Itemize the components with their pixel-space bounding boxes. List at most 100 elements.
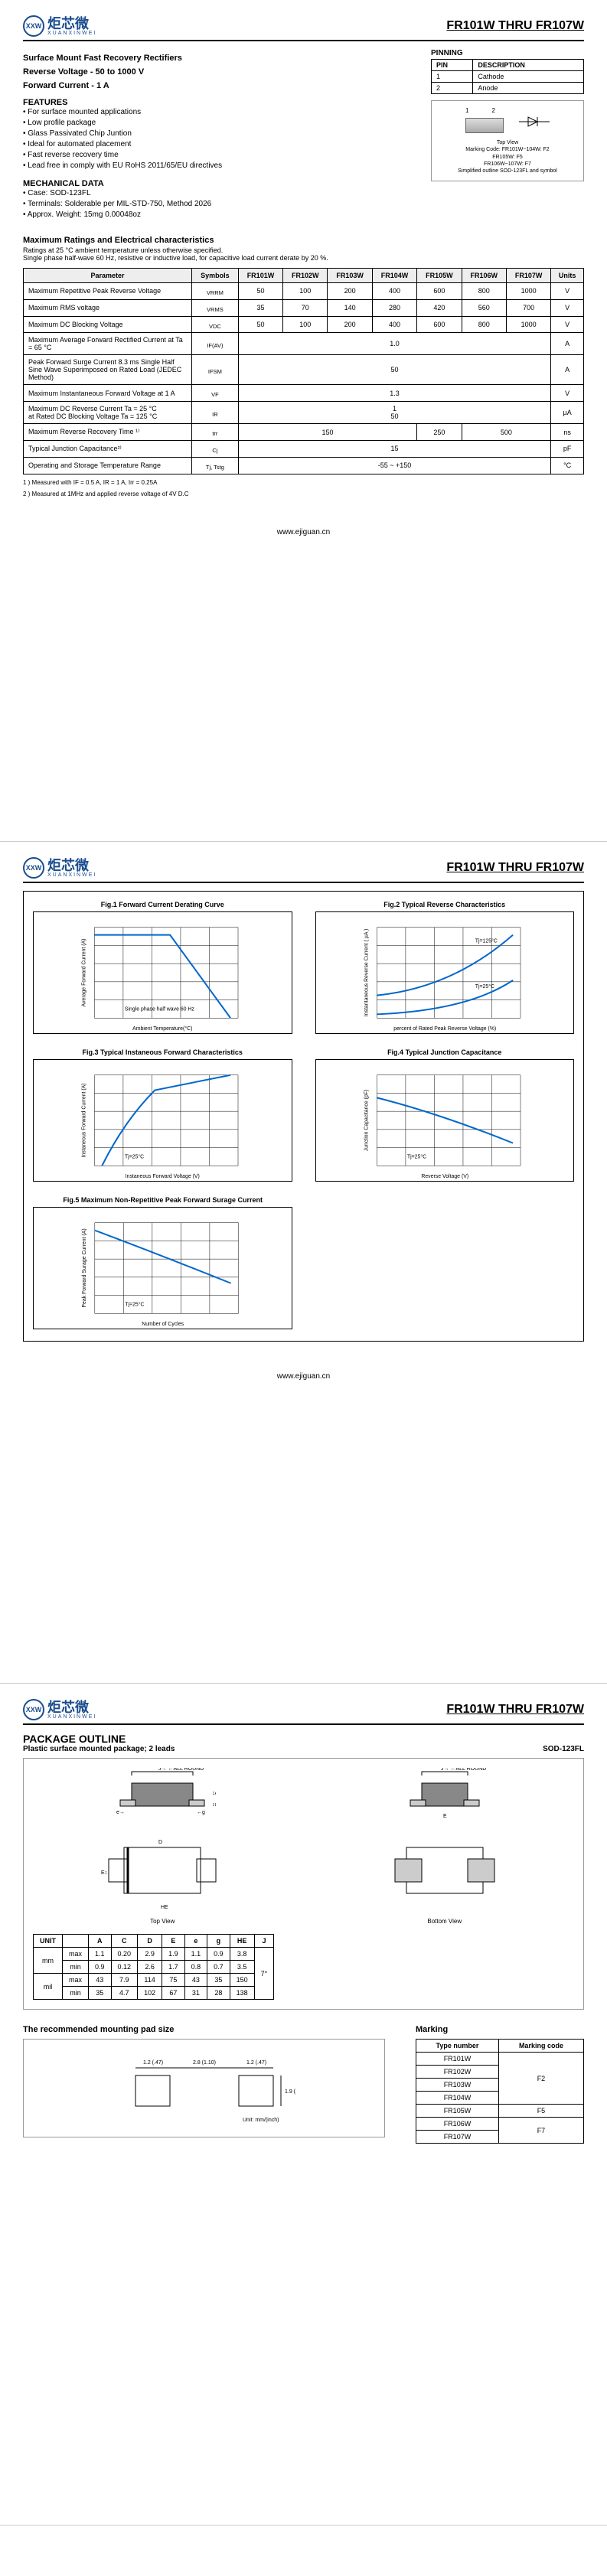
pad-diagram: 1.2 (.47) 2.8 (1.10) 1.2 (.47) 1.9 (.075… [113,2049,296,2125]
pad-title: The recommended mounting pad size [23,2025,385,2034]
spec-row: Operating and Storage Temperature RangeT… [24,457,584,474]
svg-text:Peak Forward Surage Current (A: Peak Forward Surage Current (A) [82,1228,87,1307]
svg-text:Number of Cycles: Number of Cycles [142,1322,184,1327]
svg-text:Single phase half wave 60 Hz: Single phase half wave 60 Hz [125,1006,195,1012]
top-view: DHEE↕ Top View [93,1832,231,1925]
ratings-title: Maximum Ratings and Electrical character… [23,236,584,245]
svg-text:Tj=25°C: Tj=25°C [125,1301,144,1307]
spec-row: Maximum Instantaneous Forward Voltage at… [24,385,584,402]
spec-table: ParameterSymbolsFR101WFR102WFR103WFR104W… [23,268,584,474]
logo: XXW 炬芯微 XUANXINWEI [23,857,96,879]
svg-text:J→ ←ALL ROUND: J→ ←ALL ROUND [158,1768,204,1772]
svg-text:Instaneous Forward Current (A): Instaneous Forward Current (A) [82,1083,87,1157]
spec-col: FR103W [328,269,372,283]
spec-row: Typical Junction Capacitance²⁾Cj15pF [24,440,584,457]
svg-text:Unit: mm/(inch): Unit: mm/(inch) [243,2118,279,2123]
features-list: For surface mounted applicationsLow prof… [23,107,416,171]
page-3: XXW 炬芯微 XUANXINWEI FR101W THRU FR107W PA… [0,1684,607,2525]
ratings-note: Ratings at 25 °C ambient temperature unl… [23,246,584,262]
side-view-1: J→ ←ALL ROUNDe→←g↕A↕c [109,1768,216,1823]
rev-voltage: Reverse Voltage - 50 to 1000 V [23,67,416,77]
spec-col: FR107W [506,269,550,283]
page-title: FR101W THRU FR107W [446,19,584,33]
svg-text:Instaneous Forward Voltage (V): Instaneous Forward Voltage (V) [126,1174,200,1179]
charts-container: Fig.1 Forward Current Derating CurveAmbi… [23,891,584,1342]
diode-symbol [519,114,550,129]
svg-text:Average Forward Current (A): Average Forward Current (A) [82,939,87,1007]
footer-url: www.ejiguan.cn [23,528,584,536]
chart: Fig.4 Typical Junction CapacitanceRevers… [315,1048,575,1184]
spec-col: Parameter [24,269,192,283]
spec-row: Maximum DC Blocking VoltageVDC5010020040… [24,316,584,333]
svg-text:↕c: ↕c [212,1802,216,1808]
svg-text:E: E [443,1814,447,1819]
fwd-current: Forward Current - 1 A [23,81,416,90]
bottom-view: Bottom View [376,1832,514,1925]
logo: XXW 炬芯微 XUANXINWEI [23,15,96,37]
outline-box: J→ ←ALL ROUNDe→←g↕A↕c J→ ←ALL ROUNDE DHE… [23,1758,584,2010]
svg-text:Tj=25°C: Tj=25°C [406,1153,426,1159]
svg-text:HE: HE [161,1905,168,1910]
feature-item: For surface mounted applications [23,107,416,118]
header: XXW 炬芯微 XUANXINWEI FR101W THRU FR107W [23,15,584,41]
spec-col: Symbols [192,269,239,283]
spec-row: Maximum Average Forward Rectified Curren… [24,333,584,355]
pin-col: PIN [432,60,473,71]
chart: Fig.2 Typical Reverse Characteristicsper… [315,901,575,1036]
header: XXW 炬芯微 XUANXINWEI FR101W THRU FR107W [23,857,584,883]
package-diagram: 12 Top View Marking Code: FR101W~104W: F… [431,100,584,181]
spec-row: Maximum Repetitive Peak Reverse VoltageV… [24,283,584,300]
mech-title: MECHANICAL DATA [23,179,416,188]
feature-item: Low profile package [23,118,416,129]
side-view-2: J→ ←ALL ROUND E [391,1768,498,1823]
svg-text:Instantaneous Reverse Current: Instantaneous Reverse Current ( µA ) [364,929,369,1017]
svg-text:Junction Capacitance (pF): Junction Capacitance (pF) [364,1090,369,1152]
spec-row: Peak Forward Surge Current 8.3 ms Single… [24,355,584,385]
header: XXW 炬芯微 XUANXINWEI FR101W THRU FR107W [23,1699,584,1725]
spec-col: Units [551,269,584,283]
svg-text:2.8 (1.10): 2.8 (1.10) [193,2060,216,2066]
svg-text:↕A: ↕A [212,1791,216,1796]
outline-code: SOD-123FL [543,1745,584,1753]
pad-section: The recommended mounting pad size 1.2 (.… [23,2025,385,2144]
pinning-table: PINDESCRIPTION 1Cathode 2Anode [431,59,584,94]
footnote-2: 2 ) Measured at 1MHz and applied reverse… [23,491,584,497]
topview-label: Top View [438,139,577,146]
spec-row: Maximum RMS voltageVRMS35701402804205607… [24,299,584,316]
heading: Surface Mount Fast Recovery Rectifiers [23,54,416,63]
mech-item: Approx. Weight: 15mg 0.00048oz [23,210,416,220]
mech-item: Terminals: Solderable per MIL-STD-750, M… [23,199,416,210]
page-title: FR101W THRU FR107W [446,1703,584,1717]
spec-col: FR102W [283,269,328,283]
spec-col: FR101W [238,269,282,283]
features-title: FEATURES [23,98,416,107]
mech-item: Case: SOD-123FL [23,188,416,199]
svg-text:J→ ←ALL ROUND: J→ ←ALL ROUND [441,1768,486,1772]
svg-text:Tj=25°C: Tj=25°C [125,1153,144,1159]
outline-sub: Plastic surface mounted package; 2 leads [23,1745,175,1753]
svg-text:D: D [158,1840,162,1845]
logo: XXW 炬芯微 XUANXINWEI [23,1699,96,1720]
svg-text:Tj=125°C: Tj=125°C [475,938,497,944]
svg-text:←g: ←g [197,1810,205,1815]
spec-row: Maximum Reverse Recovery Time ¹⁾trr15025… [24,424,584,441]
logo-circle: XXW [23,15,44,37]
svg-text:Ambient Temperature(°C): Ambient Temperature(°C) [132,1026,192,1032]
pinning-title: PINNING [431,49,584,57]
outline-title: PACKAGE OUTLINE [23,1733,584,1745]
page-1: XXW 炬芯微 XUANXINWEI FR101W THRU FR107W Su… [0,0,607,842]
spec-row: Maximum DC Reverse Current Ta = 25 °Cat … [24,402,584,424]
feature-item: Glass Passivated Chip Juntion [23,129,416,139]
dim-table: UNITACDEegHEJmmmax1.10.202.91.91.10.93.8… [33,1934,274,2000]
page-title: FR101W THRU FR107W [446,861,584,875]
logo-en: XUANXINWEI [47,31,96,36]
marking-table: Type numberMarking codeFR101WF2FR102WFR1… [416,2039,584,2144]
svg-text:Reverse Voltage (V): Reverse Voltage (V) [421,1174,468,1179]
feature-item: Fast reverse recovery time [23,150,416,161]
svg-text:1.9 (.075): 1.9 (.075) [285,2089,296,2095]
desc-col: DESCRIPTION [473,60,584,71]
mech-list: Case: SOD-123FLTerminals: Solderable per… [23,188,416,220]
svg-text:1.2 (.47): 1.2 (.47) [143,2060,163,2066]
footer-url: www.ejiguan.cn [23,1372,584,1381]
chart: Fig.1 Forward Current Derating CurveAmbi… [33,901,292,1036]
